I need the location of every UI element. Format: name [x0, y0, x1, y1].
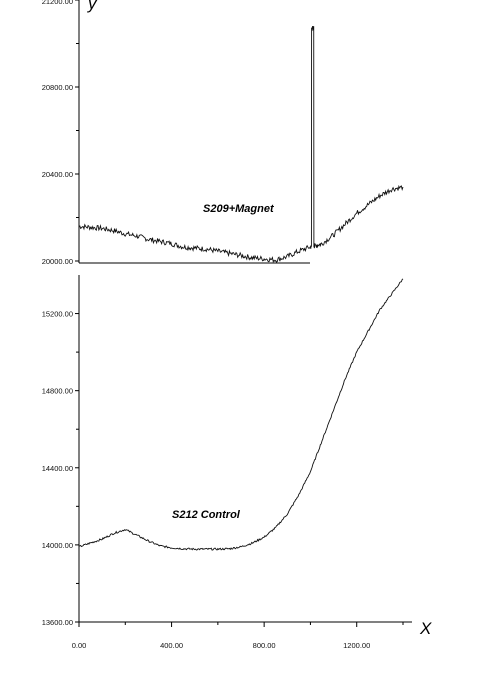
- bottom-y-tick-label: 13600.00: [42, 618, 73, 627]
- series-line-s212-control: [78, 278, 404, 551]
- top-y-tick-label: 21200.00: [42, 0, 73, 6]
- bottom-y-tick-label: 14400.00: [42, 464, 73, 473]
- series-line-s209-magnet: [78, 25, 404, 264]
- series-label-s209-magnet: S209+Magnet: [203, 203, 275, 215]
- series-label-s212-control: S212 Control: [172, 509, 241, 521]
- y-axis-label: y: [87, 0, 98, 13]
- top-panel: 20000.00 20400.00 20800.00 21200.00 y S209+…: [42, 0, 404, 266]
- bottom-x-tick-label: 1200.00: [343, 641, 370, 650]
- bottom-x-ticks: 0.00 400.00 800.00 1200.00: [72, 622, 404, 650]
- top-y-tick-label: 20800.00: [42, 83, 73, 92]
- bottom-x-tick-label: 800.00: [253, 641, 276, 650]
- bottom-panel: 13600.00 14000.00 14400.00 14800.00 15200.00…: [42, 275, 432, 650]
- top-y-tick-label: 20400.00: [42, 170, 73, 179]
- top-y-ticks: 20000.00 20400.00 20800.00 21200.00: [42, 0, 79, 266]
- top-y-tick-label: 20000.00: [42, 257, 73, 266]
- bottom-y-ticks: 13600.00 14000.00 14400.00 14800.00 15200.00: [42, 310, 79, 627]
- bottom-x-tick-label: 0.00: [72, 641, 87, 650]
- bottom-x-tick-label: 400.00: [160, 641, 183, 650]
- bottom-y-tick-label: 14800.00: [42, 387, 73, 396]
- bottom-y-tick-label: 14000.00: [42, 541, 73, 550]
- bottom-y-tick-label: 15200.00: [42, 310, 73, 319]
- x-axis-label: X: [419, 619, 432, 638]
